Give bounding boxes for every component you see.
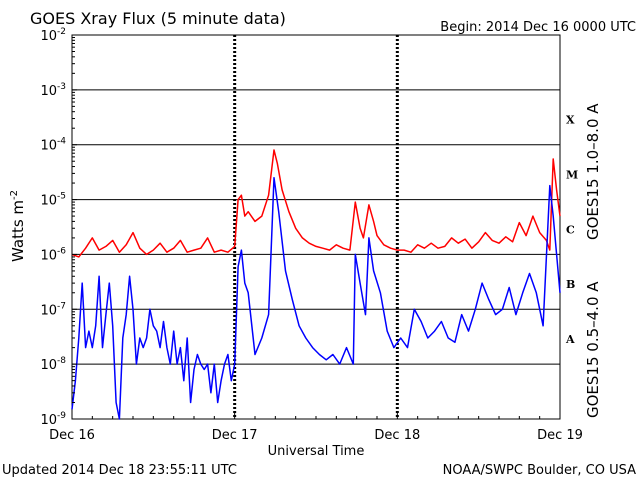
x-tick-label: Dec 19: [537, 428, 583, 443]
y-axis-label: Watts m-2: [9, 190, 27, 262]
legend-red-series: GOES15 1.0–8.0 A: [584, 103, 602, 240]
series-line-1: [71, 149, 561, 258]
legend-blue-series: GOES15 0.5–4.0 A: [584, 281, 602, 418]
y-axis-label-text: Watts m: [9, 200, 27, 262]
y-tick-label: 10-9: [40, 411, 66, 428]
credit-label: NOAA/SWPC Boulder, CO USA: [443, 463, 636, 478]
x-axis-ticks: Dec 16 Dec 17 Dec 18 Dec 19: [49, 413, 583, 443]
series-line-2: [71, 176, 561, 420]
x-tick-label: Dec 17: [212, 428, 258, 443]
y-tick-label: 10-5: [40, 192, 66, 209]
y-tick-label: 10-8: [40, 356, 66, 373]
series-layer: [71, 149, 561, 420]
flare-class-label: M: [566, 168, 578, 181]
svg-text:Watts m-2: Watts m-2: [9, 190, 27, 262]
flare-class-label: B: [566, 278, 575, 291]
flare-class-label: A: [565, 333, 575, 346]
x-axis-label: Universal Time: [268, 444, 365, 459]
grid: [72, 35, 560, 419]
y-tick-label: 10-3: [40, 82, 66, 99]
flare-class-label: C: [566, 223, 575, 236]
y-tick-label: 10-4: [40, 137, 66, 154]
begin-label: Begin: 2014 Dec 16 0000 UTC: [440, 20, 636, 35]
plot-frame: [71, 34, 561, 420]
chart-title: GOES Xray Flux (5 minute data): [30, 9, 286, 28]
y-axis-label-exponent: -2: [9, 190, 20, 200]
flare-class-label: X: [566, 114, 575, 127]
x-tick-label: Dec 18: [374, 428, 420, 443]
flare-class-labels: X M C B A: [565, 114, 578, 346]
y-tick-label: 10-6: [40, 246, 66, 263]
plot-area: [71, 34, 561, 420]
y-tick-label: 10-7: [40, 301, 66, 318]
y-tick-label: 10-2: [40, 27, 66, 44]
x-tick-label: Dec 16: [49, 428, 95, 443]
y-axis-ticks: 10-2 10-3 10-4 10-5 10-6 10-7 10-8 10-9: [40, 27, 77, 428]
updated-timestamp: Updated 2014 Dec 18 23:55:11 UTC: [2, 463, 237, 478]
